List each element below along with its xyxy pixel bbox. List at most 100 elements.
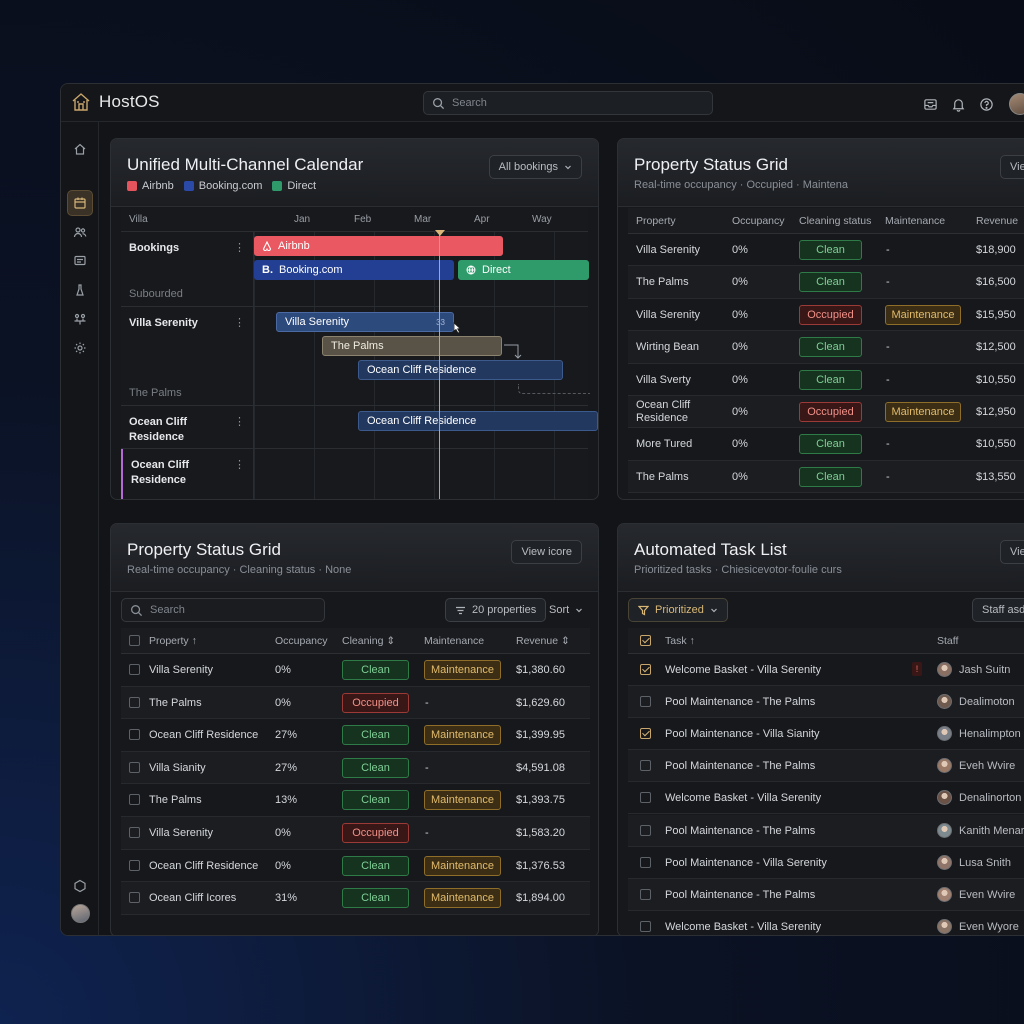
cleaning-status-badge[interactable]: Occupied: [799, 304, 862, 325]
table-row[interactable]: Villa Serenity 0% Occupied Maintenance $15,9…: [628, 299, 1024, 332]
cleaning-status-badge[interactable]: Clean: [342, 725, 409, 746]
task-checkbox[interactable]: [640, 664, 651, 675]
booking-bar-ocean-cliff-1[interactable]: Ocean Cliff Residence: [358, 360, 563, 380]
cleaning-status-badge[interactable]: Occupied: [342, 692, 409, 713]
row-menu-icon[interactable]: ⋮: [234, 317, 245, 329]
cleaning-status-badge[interactable]: Clean: [799, 272, 862, 293]
help-icon[interactable]: [979, 97, 994, 112]
table-row[interactable]: Villa Serenity 0% Clean - $18,900: [628, 234, 1024, 267]
row-checkbox[interactable]: [129, 827, 140, 838]
maintenance-badge[interactable]: Maintenance: [424, 888, 501, 909]
maintenance-badge[interactable]: Maintenance: [885, 402, 961, 422]
table-row[interactable]: Wirting Bean 0% Clean - $12,500: [628, 331, 1024, 364]
nav-home[interactable]: [67, 136, 93, 162]
table-row[interactable]: Villa Serenity 0% Clean Maintenance $1,380.6…: [121, 654, 590, 687]
nav-integrations[interactable]: [67, 873, 93, 899]
staff-assign-button[interactable]: Staff asdi: [972, 598, 1024, 622]
table-row[interactable]: Villa Sianity 27% Clean - $4,591.08: [121, 751, 590, 785]
col-staff[interactable]: Staff: [937, 635, 959, 647]
calendar-row-ocean-cliff-1[interactable]: Ocean Cliff Residence ⋮: [121, 406, 254, 449]
bookings-filter-dropdown[interactable]: All bookings: [488, 155, 582, 179]
nav-messages[interactable]: [67, 248, 93, 274]
cleaning-status-badge[interactable]: Clean: [342, 888, 409, 909]
table-row[interactable]: Villa Serenity 0% Occupied - $1,583.20: [121, 817, 590, 850]
col-cleaning[interactable]: Cleaning ⇕: [342, 635, 396, 647]
view-more-button[interactable]: View icore: [511, 540, 582, 564]
table-row[interactable]: Ocean Cliff Residence 27% Clean Maintenance…: [121, 719, 590, 752]
row-checkbox[interactable]: [129, 729, 140, 741]
cleaning-status-badge[interactable]: Clean: [342, 660, 409, 680]
task-row[interactable]: Pool Maintenance - The Palms Kanith Menar: [628, 814, 1024, 847]
task-checkbox[interactable]: [640, 824, 651, 836]
col-property[interactable]: Property ↑: [149, 635, 197, 647]
status-grid-top-view-button[interactable]: Vie: [1000, 155, 1024, 179]
row-menu-icon[interactable]: ⋮: [234, 242, 245, 254]
task-row[interactable]: Welcome Basket - Villa Serenity Even Wyor…: [628, 911, 1024, 935]
cleaning-status-badge[interactable]: Clean: [799, 240, 862, 260]
table-row[interactable]: Ocean Cliff Residence 0% Occupied Maintenan…: [628, 396, 1024, 429]
row-checkbox[interactable]: [129, 859, 140, 871]
row-menu-icon[interactable]: ⋮: [234, 416, 245, 428]
calendar-row-villa-serenity[interactable]: Villa Serenity ⋮ The Palms: [121, 307, 254, 406]
nav-settings[interactable]: [67, 335, 93, 361]
nav-calendar[interactable]: [67, 190, 93, 216]
row-menu-icon[interactable]: ⋮: [234, 459, 245, 471]
col-task[interactable]: Task ↑: [665, 635, 695, 647]
col-revenue[interactable]: Revenue: [976, 215, 1019, 227]
maintenance-badge[interactable]: Maintenance: [424, 725, 501, 746]
cleaning-status-badge[interactable]: Clean: [799, 434, 862, 455]
prioritized-filter-dropdown[interactable]: Prioritized: [628, 598, 728, 622]
task-row[interactable]: Welcome Basket - Villa Serenity Denalinor…: [628, 782, 1024, 815]
property-search-input[interactable]: [150, 604, 310, 616]
property-search[interactable]: [121, 598, 325, 622]
table-row[interactable]: The Palms 13% Clean Maintenance $1,393.75: [121, 784, 590, 817]
cleaning-status-badge[interactable]: Occupied: [342, 823, 409, 843]
task-checkbox[interactable]: [640, 696, 651, 708]
task-row[interactable]: Pool Maintenance - The Palms Even Wvire: [628, 878, 1024, 911]
select-all-checkbox[interactable]: [129, 635, 140, 646]
col-maintenance[interactable]: Maintenance: [424, 635, 485, 647]
cleaning-status-badge[interactable]: Clean: [799, 369, 862, 390]
col-maintenance[interactable]: Maintenance: [885, 215, 946, 227]
task-checkbox[interactable]: [640, 728, 651, 740]
table-row[interactable]: The Palms 0% Clean - $16,500: [628, 266, 1024, 299]
select-all-tasks-checkbox[interactable]: [640, 635, 651, 646]
booking-bar-villa-serenity[interactable]: Villa Serenity 33: [276, 312, 454, 332]
col-revenue[interactable]: Revenue ⇕: [516, 635, 570, 647]
inbox-icon[interactable]: [923, 97, 938, 112]
task-checkbox[interactable]: [640, 920, 651, 932]
booking-bar-ocean-cliff-2[interactable]: Ocean Cliff Residence: [358, 411, 598, 431]
table-row[interactable]: Ocean Cliff Icores 31% Clean Maintenance $1,…: [121, 882, 590, 915]
booking-bar-booking-com[interactable]: B. Booking.com: [254, 260, 454, 280]
table-row[interactable]: Villa Sverty 0% Clean - $10,550: [628, 364, 1024, 396]
row-checkbox[interactable]: [129, 664, 140, 675]
user-avatar[interactable]: [1009, 93, 1024, 115]
col-property[interactable]: Property: [636, 215, 676, 227]
row-checkbox[interactable]: [129, 794, 140, 806]
cleaning-status-badge[interactable]: Occupied: [799, 402, 862, 422]
task-checkbox[interactable]: [640, 856, 651, 868]
table-row[interactable]: The Palms 0% Clean - $13,550: [628, 460, 1024, 494]
cleaning-status-badge[interactable]: Clean: [342, 855, 409, 876]
maintenance-badge[interactable]: Maintenance: [424, 790, 501, 811]
task-checkbox[interactable]: [640, 792, 651, 804]
sort-dropdown[interactable]: Sort: [540, 598, 592, 622]
nav-cleaning[interactable]: [67, 277, 93, 303]
row-checkbox[interactable]: [129, 892, 140, 904]
col-cleaning-status[interactable]: Cleaning status: [799, 215, 872, 227]
cleaning-status-badge[interactable]: Clean: [799, 337, 862, 358]
global-search[interactable]: [423, 91, 713, 115]
global-search-input[interactable]: [452, 97, 672, 109]
maintenance-badge[interactable]: Maintenance: [885, 304, 961, 325]
profile-avatar[interactable]: [71, 904, 90, 923]
table-row[interactable]: More Tured 0% Clean - $10,550: [628, 428, 1024, 461]
task-checkbox[interactable]: [640, 760, 651, 772]
task-row[interactable]: Welcome Basket - Villa Serenity! Jash Sui…: [628, 654, 1024, 687]
booking-bar-airbnb[interactable]: Airbnb: [254, 236, 503, 256]
task-row[interactable]: Pool Maintenance - Villa Serenity Lusa Sn…: [628, 847, 1024, 879]
calendar-row-ocean-cliff-2[interactable]: Ocean Cliff Residence ⋮: [121, 449, 254, 499]
bell-icon[interactable]: [951, 97, 966, 112]
maintenance-badge[interactable]: Maintenance: [424, 855, 501, 876]
task-view-button[interactable]: Vie: [1000, 540, 1024, 564]
task-row[interactable]: Pool Maintenance - The Palms Eveh Wvire: [628, 750, 1024, 783]
